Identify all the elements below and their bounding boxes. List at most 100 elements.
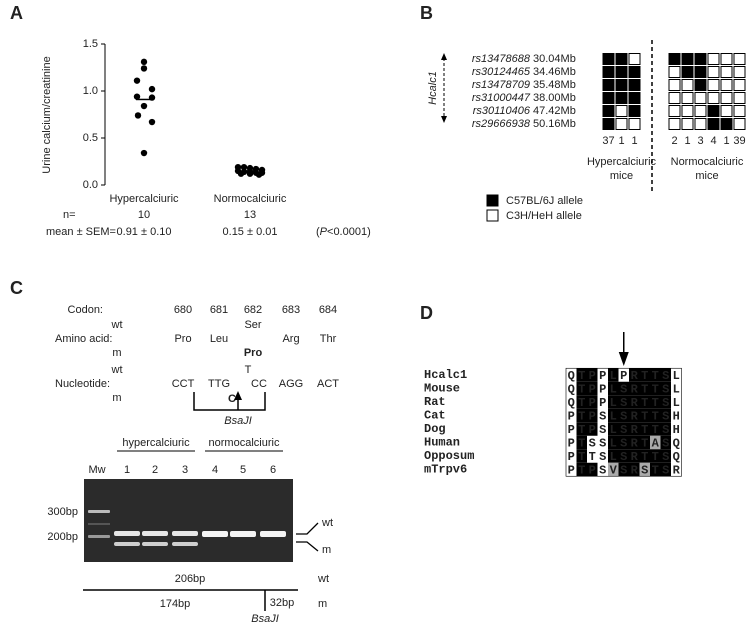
legend-swatch bbox=[486, 209, 499, 222]
alignment-box bbox=[565, 367, 682, 477]
genotype-cell bbox=[615, 79, 628, 91]
genotype-cell bbox=[681, 79, 694, 91]
residue-shade bbox=[639, 368, 650, 382]
mutant-residue: Pro bbox=[244, 347, 263, 359]
group-label: mice bbox=[695, 170, 718, 182]
genotype-cell bbox=[720, 79, 733, 91]
group-label: Hypercalciuric bbox=[587, 156, 657, 168]
codon-number: 682 bbox=[244, 304, 262, 316]
lane-label: 5 bbox=[240, 464, 246, 476]
marker-band bbox=[88, 523, 110, 525]
band-label: wt bbox=[321, 517, 333, 529]
residue-shade bbox=[608, 422, 619, 436]
residue: T bbox=[652, 396, 659, 410]
residue: R bbox=[631, 410, 639, 424]
genotype-cell bbox=[707, 105, 720, 117]
residue: T bbox=[578, 396, 585, 410]
genotype-cell bbox=[720, 105, 733, 117]
group-label: hypercalciuric bbox=[122, 437, 190, 449]
residue-shade bbox=[618, 462, 629, 477]
residue: ACT bbox=[317, 378, 339, 390]
residue: P bbox=[599, 383, 606, 397]
x-tick-label: Hypercalciuric bbox=[109, 193, 179, 205]
lane-label: 1 bbox=[124, 464, 130, 476]
residue: CC bbox=[251, 378, 267, 390]
residue-shade bbox=[587, 368, 598, 382]
residue-shade bbox=[576, 381, 587, 396]
residue: L bbox=[610, 396, 617, 410]
residue-shade bbox=[629, 395, 640, 409]
residue: S bbox=[662, 369, 669, 383]
residue-shade bbox=[629, 435, 640, 450]
genotype-cell bbox=[707, 92, 720, 104]
snp-name: rs30110406 bbox=[473, 105, 531, 117]
genotype-cell bbox=[668, 105, 681, 117]
genotype-cell bbox=[615, 92, 628, 104]
residue: T bbox=[578, 464, 585, 478]
residue: L bbox=[610, 369, 617, 383]
dot bbox=[246, 170, 254, 177]
panel-label: C bbox=[10, 278, 23, 298]
band-pointer bbox=[296, 522, 319, 535]
genotype-cell bbox=[615, 118, 628, 130]
stats-value: 10 bbox=[138, 209, 150, 221]
enzyme-label: BsaJI bbox=[224, 415, 252, 427]
residue-shade bbox=[650, 408, 661, 423]
m-label: m bbox=[112, 347, 121, 359]
dot bbox=[148, 85, 156, 93]
residue: Q bbox=[673, 437, 680, 451]
gel bbox=[84, 479, 293, 562]
residue: S bbox=[620, 410, 627, 424]
dot bbox=[148, 118, 156, 126]
wt-band bbox=[260, 531, 286, 537]
residue-shade bbox=[639, 408, 650, 423]
panel-label: D bbox=[420, 303, 433, 323]
residue: T bbox=[578, 423, 585, 437]
genotype-cell bbox=[602, 53, 615, 65]
residue-shade bbox=[660, 408, 671, 423]
species-name: Rat bbox=[424, 395, 446, 409]
marker-band bbox=[88, 510, 110, 513]
residue: T bbox=[589, 450, 596, 464]
genotype-cell bbox=[615, 105, 628, 117]
residue-shade bbox=[608, 449, 619, 463]
band-label: m bbox=[322, 544, 331, 556]
residue: T bbox=[652, 410, 659, 424]
residue: T bbox=[578, 410, 585, 424]
y-tick-label: 1.0 bbox=[83, 85, 98, 97]
snp-position: 30.04Mb bbox=[533, 53, 576, 65]
genotype-cell bbox=[694, 79, 707, 91]
residue-shade bbox=[660, 422, 671, 436]
residue: T bbox=[641, 410, 648, 424]
residue-shade bbox=[660, 462, 671, 477]
residue: L bbox=[673, 383, 680, 397]
p-value: (P<0.0001) bbox=[316, 226, 371, 238]
residue: V bbox=[610, 464, 618, 478]
stats-label: n= bbox=[63, 209, 76, 221]
genotype-cell bbox=[707, 66, 720, 78]
gene-label: Hcalc1 bbox=[427, 71, 439, 105]
p-value-part: P bbox=[320, 226, 328, 238]
arrow-head bbox=[618, 352, 629, 366]
residue: T bbox=[578, 437, 585, 451]
residue: R bbox=[631, 423, 639, 437]
panel-label: A bbox=[10, 3, 23, 23]
genotype-cell bbox=[733, 92, 746, 104]
residue-shade bbox=[660, 449, 671, 463]
species-name: Opposum bbox=[424, 449, 474, 463]
wt-band bbox=[230, 531, 256, 537]
residue: T bbox=[641, 437, 648, 451]
dot bbox=[140, 149, 148, 157]
residue-shade bbox=[618, 381, 629, 396]
residue: R bbox=[631, 450, 639, 464]
dot bbox=[240, 163, 248, 171]
wt-band bbox=[172, 531, 198, 536]
y-axis-label: Urine calcium/creatinine bbox=[41, 56, 53, 173]
wt-band bbox=[114, 531, 140, 536]
residue: R bbox=[631, 437, 639, 451]
allele-label: m bbox=[318, 598, 327, 610]
wt-residue: Ser bbox=[244, 319, 261, 331]
residue-shade bbox=[587, 462, 598, 477]
haplotype-count: 1 bbox=[723, 135, 729, 147]
residue: T bbox=[641, 450, 648, 464]
